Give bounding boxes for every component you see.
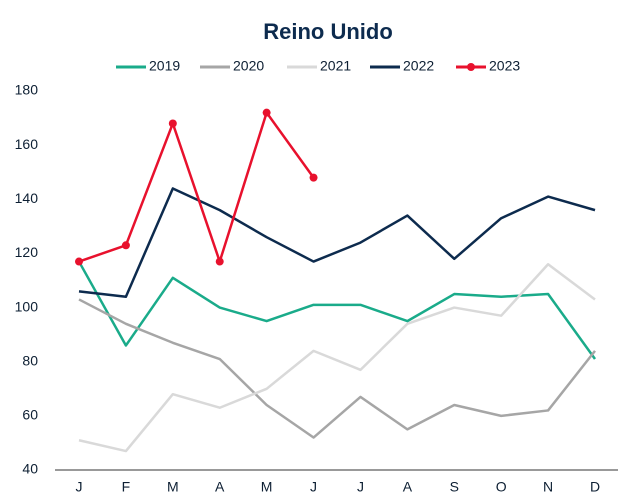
point	[121, 241, 130, 250]
x-tick-label: D	[590, 479, 600, 495]
x-tick-label: J	[357, 479, 364, 495]
legend-label: 2021	[320, 58, 351, 74]
series-line	[77, 260, 597, 360]
x-tick-label: O	[496, 479, 507, 495]
x-tick-label: M	[167, 479, 179, 495]
x-tick-label: S	[450, 479, 459, 495]
chart-title: Reino Unido	[263, 19, 393, 44]
point	[309, 173, 318, 182]
x-tick-label: M	[261, 479, 273, 495]
y-tick-label: 180	[15, 82, 39, 98]
point	[262, 108, 271, 117]
legend-label: 2023	[489, 58, 520, 74]
y-tick-label: 60	[22, 407, 38, 423]
legend-marker	[467, 63, 475, 71]
x-tick-label: A	[215, 479, 225, 495]
series-line	[78, 187, 596, 298]
y-tick-label: 80	[22, 352, 38, 368]
point	[168, 119, 177, 128]
x-tick-label: F	[122, 479, 131, 495]
point	[215, 257, 224, 266]
series-line	[78, 263, 596, 453]
series-line	[78, 298, 596, 439]
y-tick-label: 120	[15, 244, 39, 260]
point	[75, 257, 83, 266]
y-tick-label: 100	[15, 298, 39, 314]
series-line	[78, 111, 315, 263]
y-tick-label: 140	[15, 190, 39, 206]
legend-label: 2020	[233, 58, 264, 74]
legend-label: 2022	[403, 58, 434, 74]
x-tick-label: A	[403, 479, 413, 495]
x-tick-label: N	[543, 479, 553, 495]
y-tick-label: 160	[15, 136, 39, 152]
legend-label: 2019	[149, 58, 180, 74]
x-tick-label: J	[310, 479, 317, 495]
y-tick-label: 40	[22, 461, 38, 477]
x-tick-label: J	[76, 479, 83, 495]
